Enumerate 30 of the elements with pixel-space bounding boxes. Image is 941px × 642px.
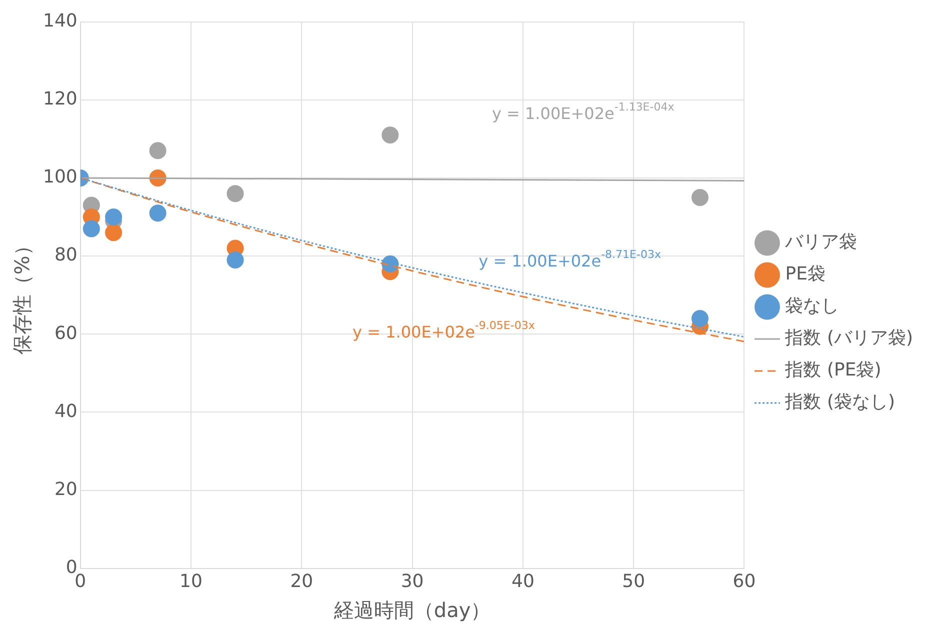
legend-label: 指数 (PE袋) xyxy=(784,360,882,381)
y-tick-label: 0 xyxy=(66,557,78,578)
x-tick-label: 50 xyxy=(622,570,646,592)
point xyxy=(226,185,244,202)
point xyxy=(691,188,708,206)
y-tick-label: 140 xyxy=(42,10,78,32)
x-tick-label: 40 xyxy=(511,570,534,592)
legend-label: 指数 (袋なし) xyxy=(784,392,896,413)
y-tick-label: 40 xyxy=(54,400,78,422)
legend-label: バリア袋 xyxy=(784,232,858,253)
x-tick-label: 30 xyxy=(400,570,424,592)
y-tick-label: 20 xyxy=(54,478,78,500)
y-tick-label: 60 xyxy=(54,322,78,344)
x-tick-label: 20 xyxy=(290,570,314,592)
y-tick-label: 80 xyxy=(54,244,78,266)
y-axis-title: 保存性（%） xyxy=(10,236,34,355)
point xyxy=(382,126,399,144)
y-tick-label: 120 xyxy=(42,88,78,110)
x-tick-label: 60 xyxy=(732,570,756,592)
y-tick-label: 100 xyxy=(42,166,78,188)
legend-label: 指数 (バリア袋) xyxy=(784,328,914,349)
legend-label: PE袋 xyxy=(785,264,826,285)
x-tick-label: 10 xyxy=(180,570,202,592)
legend-label: 袋なし xyxy=(785,296,840,317)
x-axis-title: 経過時間（day） xyxy=(332,598,491,622)
point xyxy=(82,220,100,238)
point xyxy=(691,310,708,328)
point xyxy=(149,142,166,160)
point xyxy=(226,251,244,268)
point xyxy=(149,204,166,222)
